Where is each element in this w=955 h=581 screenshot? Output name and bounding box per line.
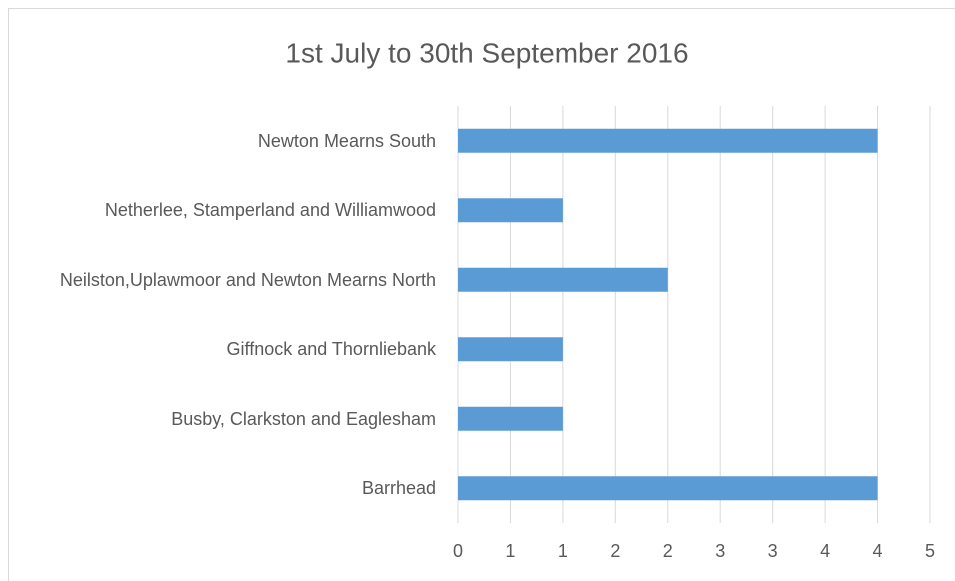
bar bbox=[458, 337, 563, 362]
y-tick-label: Newton Mearns South bbox=[257, 130, 436, 151]
y-tick-label: Netherlee, Stamperland and Williamwood bbox=[104, 200, 436, 221]
x-tick-label: 3 bbox=[715, 541, 725, 561]
x-tick-label: 5 bbox=[925, 541, 935, 561]
x-tick-label: 4 bbox=[873, 541, 883, 561]
y-tick-label: Giffnock and Thornliebank bbox=[226, 339, 436, 360]
x-tick-label: 2 bbox=[663, 541, 673, 561]
bar bbox=[458, 406, 563, 431]
x-tick-label: 3 bbox=[768, 541, 778, 561]
chart-title: 1st July to 30th September 2016 bbox=[285, 37, 688, 68]
bar bbox=[458, 476, 878, 501]
x-tick-label: 1 bbox=[505, 541, 515, 561]
x-tick-label: 0 bbox=[453, 541, 463, 561]
y-tick-label: Neilston,Uplawmoor and Newton Mearns Nor… bbox=[59, 269, 436, 290]
bar bbox=[458, 198, 563, 223]
x-tick-label: 2 bbox=[610, 541, 620, 561]
chart-border bbox=[8, 8, 955, 581]
y-tick-label: Barrhead bbox=[361, 478, 436, 499]
x-tick-label: 4 bbox=[820, 541, 830, 561]
x-tick-label: 1 bbox=[558, 541, 568, 561]
bar bbox=[458, 267, 668, 292]
bar bbox=[458, 128, 878, 153]
y-tick-label: Busby, Clarkston and Eaglesham bbox=[171, 408, 436, 429]
